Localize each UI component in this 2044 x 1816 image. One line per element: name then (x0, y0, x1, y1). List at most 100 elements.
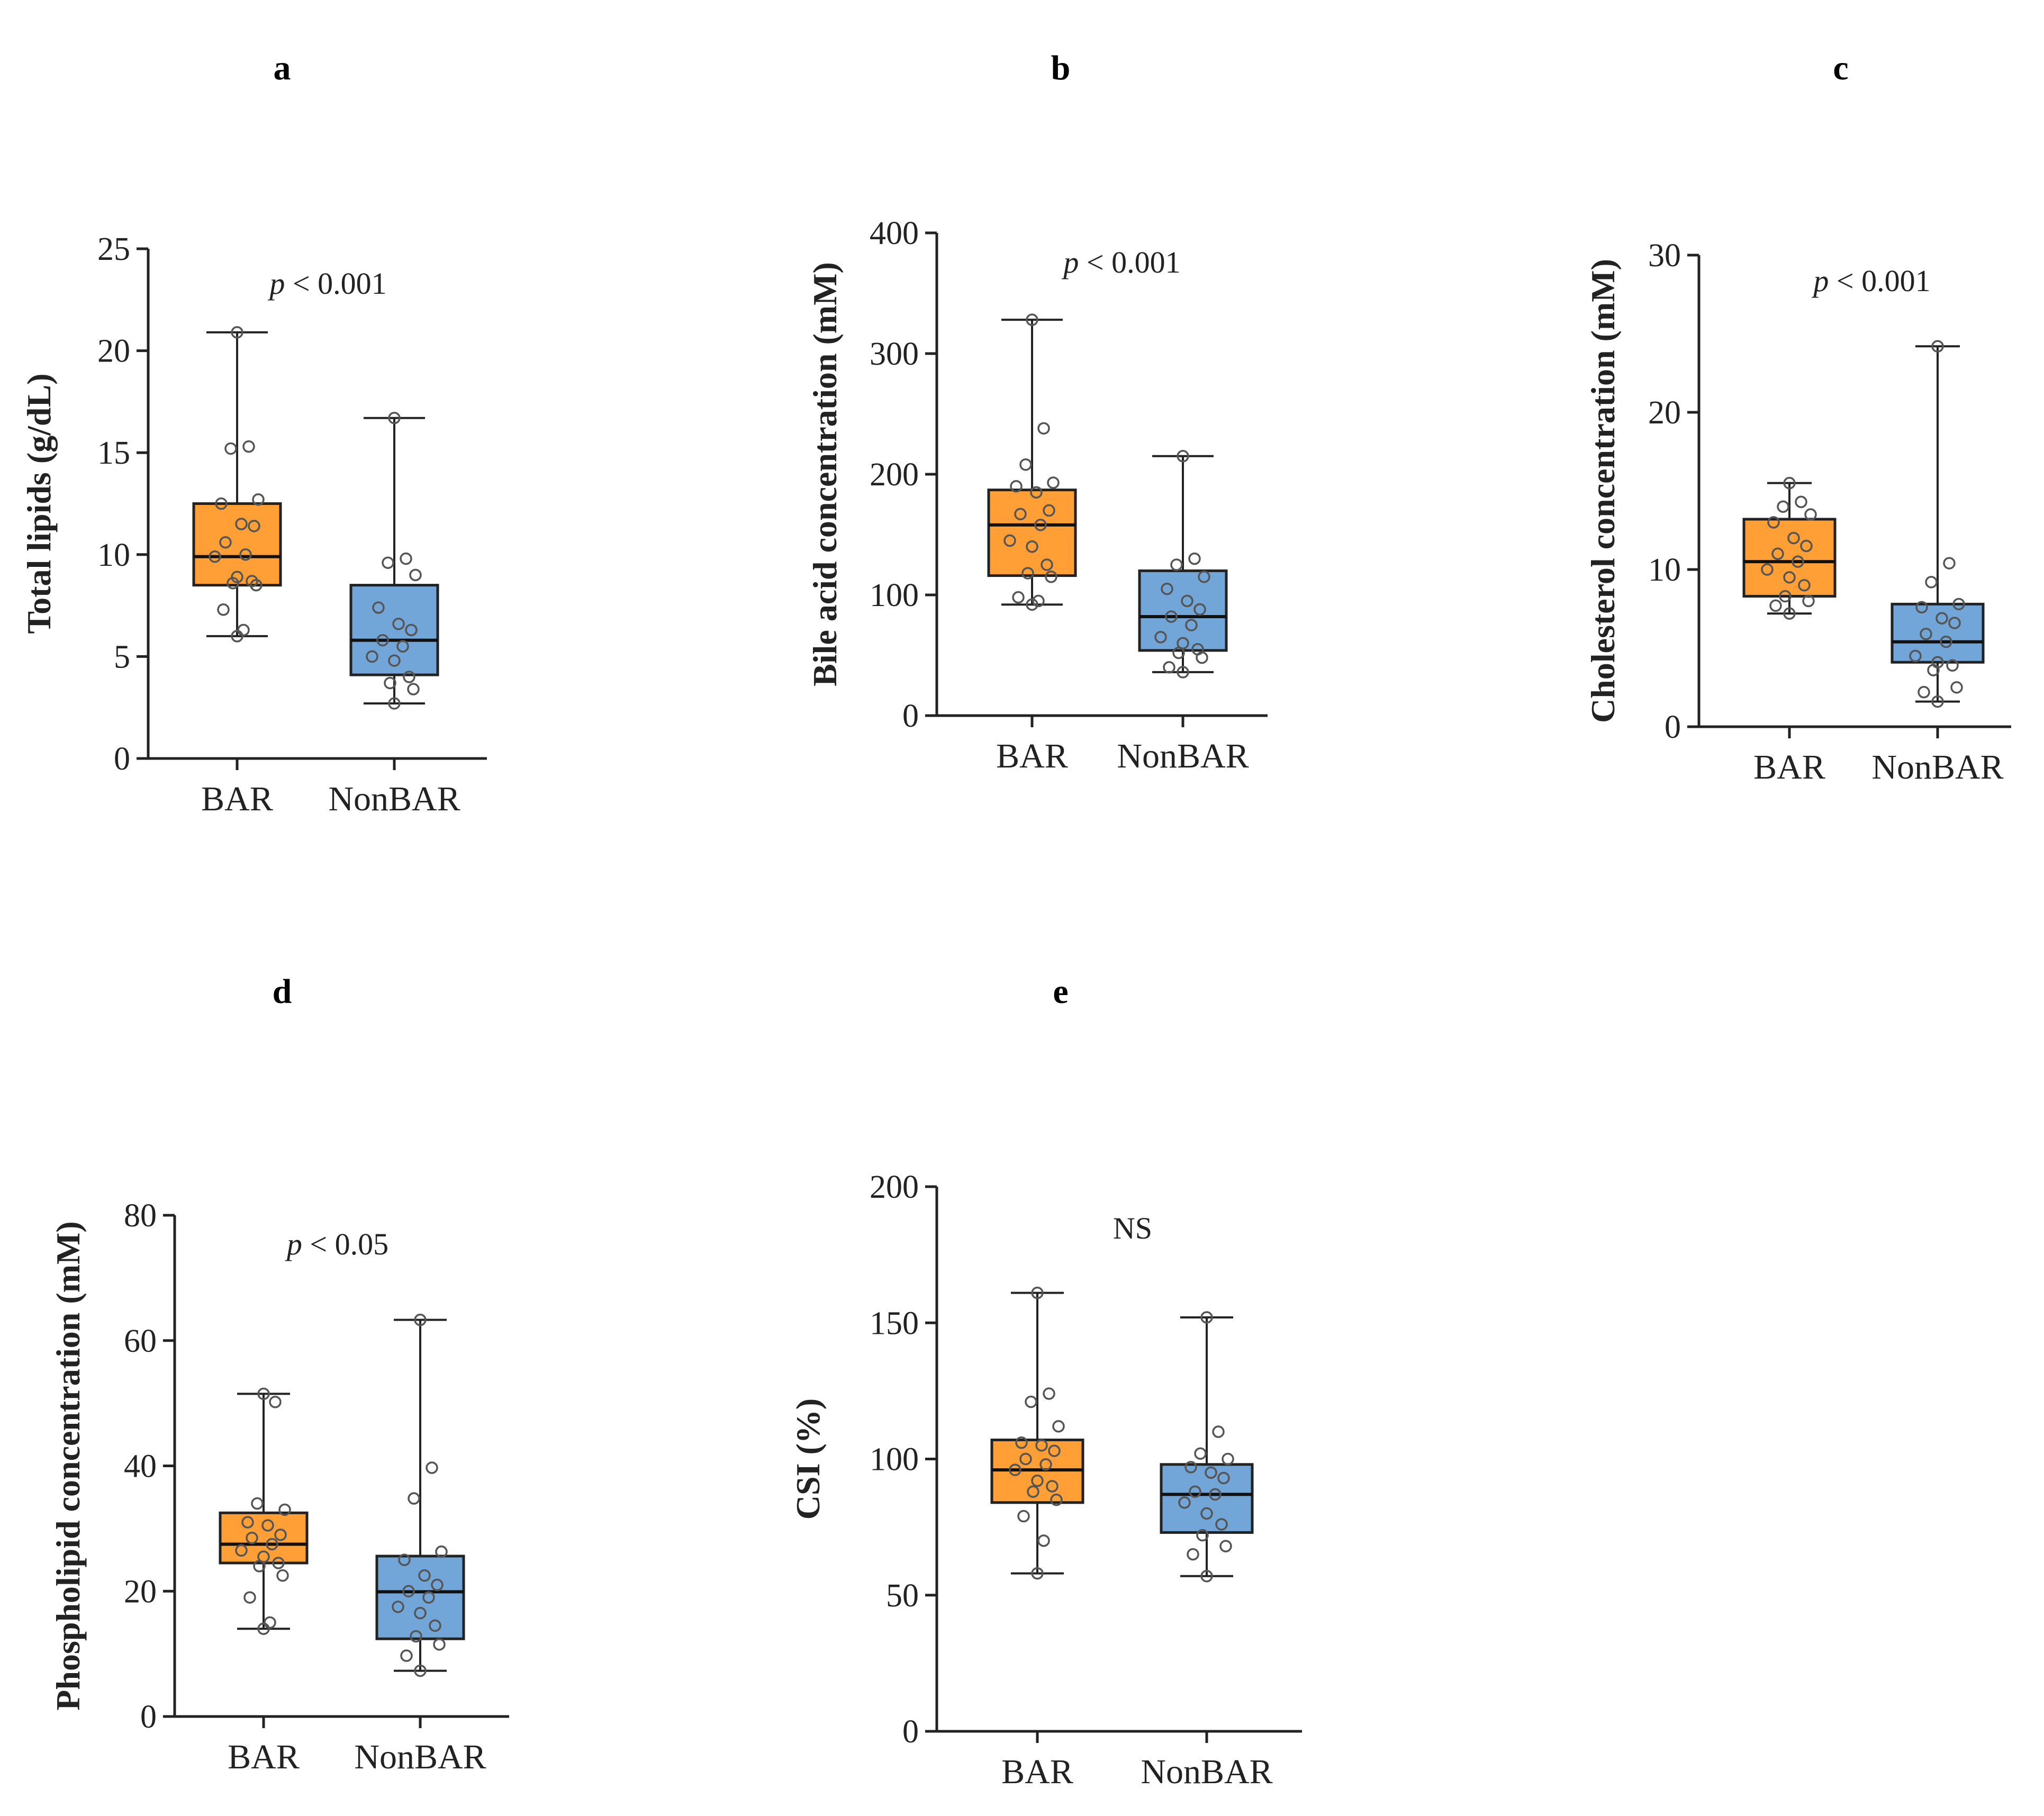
y-tick-label: 10 (97, 537, 130, 573)
p-value: < 0.001 (1829, 264, 1930, 298)
bar-data-point (1017, 1510, 1030, 1523)
bar-data-point (1027, 1485, 1039, 1498)
nonbar-data-point (372, 601, 385, 614)
panel-letter-a: a (274, 49, 291, 87)
bar-data-point (1025, 1395, 1037, 1408)
nonbar-box (1891, 602, 1985, 664)
bar-data-point (1037, 422, 1050, 435)
y-tick-label: 50 (886, 1578, 919, 1614)
bar-data-point (1767, 516, 1780, 529)
nonbar-data-point (1936, 612, 1948, 625)
nonbar-data-point (1915, 601, 1928, 614)
bar-data-point (276, 1569, 289, 1582)
nonbar-data-point (1188, 552, 1201, 565)
bar-data-point (224, 442, 237, 455)
nonbar-data-point (1193, 603, 1206, 616)
nonbar-data-point (1189, 1485, 1201, 1498)
nonbar-data-point (384, 676, 396, 690)
bar-data-point (266, 1538, 278, 1551)
bar-data-point (235, 518, 248, 530)
bar-data-point (1802, 594, 1815, 608)
nonbar-data-point (400, 1649, 413, 1662)
y-axis-title: Total lipids (g/dL) (20, 373, 58, 634)
bar-data-point (1787, 531, 1800, 545)
nonbar-data-point (392, 618, 405, 630)
bar-data-point (219, 536, 232, 549)
bar-data-point (243, 1591, 256, 1604)
bar-data-point (1034, 519, 1047, 531)
significance-label: p < 0.001 (1061, 245, 1180, 279)
nonbar-data-point (1177, 450, 1189, 463)
bar-data-point (1800, 539, 1813, 553)
bar-data-point (1779, 590, 1792, 603)
nonbar-data-point (409, 568, 422, 582)
bar-data-point (1026, 540, 1038, 553)
category-label-bar: BAR (201, 780, 273, 818)
nonbar-data-point (1198, 571, 1210, 583)
bar-data-point (1026, 598, 1038, 611)
nonbar-data-point (1185, 619, 1198, 631)
nonbar-data-point (1931, 340, 1944, 353)
nonbar-data-point (1209, 1488, 1222, 1501)
p-symbol: p (267, 266, 285, 301)
y-tick-label: 200 (870, 457, 919, 493)
bar-data-point (1777, 500, 1789, 513)
nonbar-data-point (398, 1553, 411, 1566)
bar-data-point (231, 326, 243, 339)
bar-data-point (1010, 480, 1023, 493)
y-tick-label: 0 (1665, 709, 1681, 745)
p-value: < 0.05 (302, 1227, 388, 1261)
y-tick-label: 25 (97, 231, 130, 267)
nonbar-data-point (1165, 610, 1178, 623)
category-label-nonbar: NonBAR (328, 780, 460, 818)
nonbar-data-point (1196, 651, 1208, 664)
nonbar-box (375, 1555, 465, 1640)
nonbar-data-point (422, 1591, 435, 1604)
bar-data-point (1009, 1463, 1021, 1476)
bar-data-point (237, 624, 250, 637)
nonbar-data-point (366, 650, 378, 663)
panel-letter-b: b (1051, 49, 1071, 87)
nonbar-data-point (382, 556, 394, 569)
chart-panel-e: 0 50 100 150 200 CSI (%) NS BAR NonBAR (789, 1169, 1302, 1791)
nonbar-data-point (1909, 649, 1922, 663)
bar-data-point (1019, 1452, 1032, 1466)
nonbar-data-point (1196, 1529, 1209, 1542)
y-axis-title: Bile acid concentration (mM) (806, 262, 844, 686)
p-symbol: p (1061, 245, 1079, 279)
nonbar-data-point (400, 552, 412, 565)
nonbar-data-point (1943, 557, 1956, 570)
bar-data-point (1039, 1458, 1052, 1471)
significance-label: p < 0.001 (267, 266, 386, 301)
p-symbol: p (1811, 264, 1829, 298)
nonbar-data-point (1952, 598, 1965, 611)
bar-data-point (239, 548, 252, 561)
category-label-nonbar: NonBAR (1871, 748, 2003, 787)
nonbar-data-point (1931, 695, 1944, 708)
bar-data-point (246, 1531, 258, 1544)
nonbar-data-point (376, 634, 389, 647)
p-symbol: p (285, 1227, 302, 1261)
nonbar-data-point (435, 1545, 448, 1558)
significance-label: p < 0.05 (285, 1227, 388, 1261)
nonbar-data-point (1950, 681, 1963, 694)
y-tick-label: 20 (1648, 395, 1681, 431)
y-tick-label: 300 (870, 336, 919, 372)
bar-data-point (1014, 508, 1027, 520)
bar-data-point (248, 520, 260, 532)
category-label-nonbar: NonBAR (354, 1738, 486, 1776)
bar-data-point (1783, 476, 1796, 490)
bar-data-point (1043, 1387, 1055, 1400)
y-tick-label: 100 (870, 1442, 919, 1478)
y-tick-label: 20 (124, 1574, 157, 1610)
nonbar-data-point (1154, 631, 1167, 644)
bar-data-point (1048, 1444, 1061, 1457)
nonbar-data-point (1920, 628, 1932, 640)
significance-label: NS (1113, 1211, 1152, 1245)
nonbar-data-point (1946, 659, 1959, 672)
nonbar-data-point (1948, 617, 1961, 629)
p-value: NS (1113, 1211, 1152, 1245)
category-label-bar: BAR (228, 1738, 300, 1776)
bar-data-point (1043, 504, 1055, 517)
